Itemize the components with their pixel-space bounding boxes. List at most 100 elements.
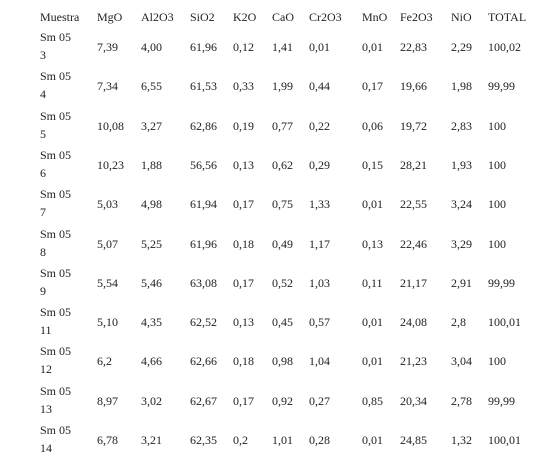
value-cell: 5,10 [97, 315, 118, 330]
row-label: Sm 05 12 [40, 344, 72, 377]
value-cell: 0,29 [309, 157, 330, 172]
value-cell: 100 [488, 157, 506, 172]
value-cell: 100 [488, 236, 506, 251]
value-cell: 99,99 [488, 275, 515, 290]
value-cell: 0,2 [233, 433, 248, 447]
value-cell: 100,01 [488, 433, 521, 447]
header-cell: SiO2 [190, 10, 215, 24]
value-cell: 61,96 [190, 236, 217, 251]
value-cell: 1,93 [451, 157, 472, 172]
row-label: Sm 05 7 [40, 187, 72, 220]
row-label: Sm 05 5 [40, 108, 72, 141]
value-cell: 0,45 [272, 315, 293, 330]
value-cell: 21,17 [400, 275, 427, 290]
value-cell: 0,52 [272, 275, 293, 290]
row-label: Sm 05 4 [40, 69, 72, 102]
value-cell: 21,23 [400, 354, 427, 369]
row-label: Sm 05 8 [40, 226, 72, 259]
header-cell: MgO [97, 10, 123, 24]
value-cell: 0,33 [233, 79, 254, 94]
value-cell: 0,18 [233, 236, 254, 251]
value-cell: 61,53 [190, 79, 217, 94]
value-cell: 5,07 [97, 236, 118, 251]
value-cell: 56,56 [190, 157, 217, 172]
row-label: Sm 05 14 [40, 423, 72, 455]
value-cell: 0,01 [362, 354, 383, 369]
value-cell: 99,99 [488, 393, 515, 408]
value-cell: 0,01 [362, 40, 383, 54]
value-cell: 0,62 [272, 157, 293, 172]
header-cell: K2O [233, 10, 257, 24]
value-cell: 2,91 [451, 275, 472, 290]
value-cell: 0,17 [362, 79, 383, 94]
value-cell: 0,01 [309, 40, 330, 54]
value-cell: 5,25 [141, 236, 162, 251]
header-cell: MnO [362, 10, 388, 24]
value-cell: 0,22 [309, 118, 330, 133]
value-cell: 2,29 [451, 40, 472, 54]
value-cell: 7,39 [97, 40, 118, 54]
header-cell: TOTAL [488, 10, 527, 24]
value-cell: 99,99 [488, 79, 515, 94]
value-cell: 8,97 [97, 393, 118, 408]
value-cell: 6,78 [97, 433, 118, 447]
value-cell: 1,03 [309, 275, 330, 290]
value-cell: 1,99 [272, 79, 293, 94]
row-label: Sm 05 9 [40, 265, 72, 298]
value-cell: 0,19 [233, 118, 254, 133]
value-cell: 10,08 [97, 118, 124, 133]
value-cell: 4,00 [141, 40, 162, 54]
row-label: Sm 05 3 [40, 30, 72, 62]
value-cell: 3,27 [141, 118, 162, 133]
value-cell: 1,41 [272, 40, 293, 54]
value-cell: 4,98 [141, 197, 162, 212]
value-cell: 1,32 [451, 433, 472, 447]
value-cell: 3,02 [141, 393, 162, 408]
value-cell: 61,96 [190, 40, 217, 54]
value-cell: 100,02 [488, 40, 521, 54]
value-cell: 5,46 [141, 275, 162, 290]
value-cell: 0,12 [233, 40, 254, 54]
value-cell: 7,34 [97, 79, 118, 94]
value-cell: 1,17 [309, 236, 330, 251]
row-label: Sm 05 11 [40, 305, 72, 338]
value-cell: 10,23 [97, 157, 124, 172]
value-cell: 100 [488, 354, 506, 369]
value-cell: 0,13 [233, 315, 254, 330]
value-cell: 22,46 [400, 236, 427, 251]
value-cell: 1,04 [309, 354, 330, 369]
value-cell: 19,66 [400, 79, 427, 94]
value-cell: 5,03 [97, 197, 118, 212]
value-cell: 62,86 [190, 118, 217, 133]
value-cell: 0,01 [362, 315, 383, 330]
value-cell: 1,88 [141, 157, 162, 172]
row-label: Sm 05 13 [40, 383, 72, 416]
value-cell: 5,54 [97, 275, 118, 290]
value-cell: 0,75 [272, 197, 293, 212]
value-cell: 0,01 [362, 433, 383, 447]
value-cell: 100 [488, 118, 506, 133]
value-cell: 0,17 [233, 393, 254, 408]
header-cell: NiO [451, 10, 472, 24]
value-cell: 1,33 [309, 197, 330, 212]
value-cell: 0,92 [272, 393, 293, 408]
value-cell: 0,13 [233, 157, 254, 172]
value-cell: 100 [488, 197, 506, 212]
value-cell: 62,35 [190, 433, 217, 447]
value-cell: 62,67 [190, 393, 217, 408]
value-cell: 0,01 [362, 197, 383, 212]
value-cell: 0,98 [272, 354, 293, 369]
value-cell: 100,01 [488, 315, 521, 330]
value-cell: 0,28 [309, 433, 330, 447]
header-cell: Fe2O3 [400, 10, 433, 24]
value-cell: 3,29 [451, 236, 472, 251]
value-cell: 0,49 [272, 236, 293, 251]
value-cell: 3,04 [451, 354, 472, 369]
value-cell: 2,78 [451, 393, 472, 408]
value-cell: 0,57 [309, 315, 330, 330]
value-cell: 19,72 [400, 118, 427, 133]
value-cell: 2,83 [451, 118, 472, 133]
value-cell: 1,98 [451, 79, 472, 94]
value-cell: 62,52 [190, 315, 217, 330]
